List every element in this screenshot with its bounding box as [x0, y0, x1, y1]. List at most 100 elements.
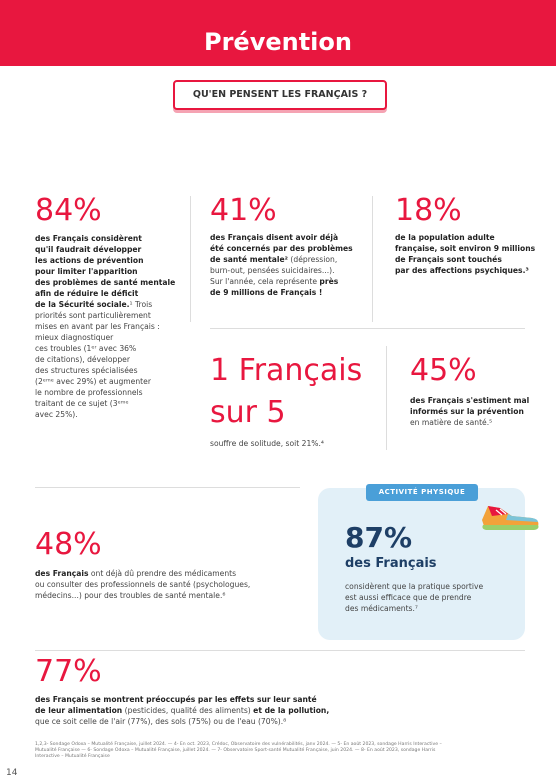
text-line: des médicaments.⁷ [345, 603, 483, 614]
text-line: priorités sont particulièrement [35, 310, 175, 321]
divider [35, 487, 300, 488]
stat-text: souffre de solitude, soit 21%.⁴ [210, 438, 324, 449]
text-line: mises en avant par les Français : [35, 321, 175, 332]
stat-text: considèrent que la pratique sportive est … [345, 581, 483, 614]
shoe-icon [482, 506, 539, 530]
text: mieux diagnostiquer [35, 333, 114, 342]
bold-text: de la population adulte [395, 233, 495, 242]
bold-text: des Français considèrent [35, 234, 142, 243]
text: des médicaments.⁷ [345, 604, 418, 613]
text: (dépression, [288, 255, 338, 264]
text-line: de la Sécurité sociale.¹ Trois [35, 299, 175, 310]
text: avec 25%). [35, 410, 78, 419]
text: burn-out, pensées suicidaires...). [210, 266, 335, 275]
bold-text: de la Sécurité sociale. [35, 300, 130, 309]
divider [35, 650, 525, 651]
text-line: (2ᵉᵐᵉ avec 29%) et augmenter [35, 376, 175, 387]
text-line: que ce soit celle de l'air (77%), des so… [35, 716, 329, 727]
bold-text: de Français sont touchés [395, 255, 502, 264]
divider [372, 196, 373, 322]
text-line: mieux diagnostiquer [35, 332, 175, 343]
text-line: ou consulter des professionnels de santé… [35, 579, 250, 590]
bold-text: près [319, 277, 339, 286]
stat-text: des Français disent avoir déjà été concer… [210, 232, 353, 298]
text: mises en avant par les Français : [35, 322, 160, 331]
bold-text: des Français se montrent préoccupés par … [35, 695, 317, 704]
bold-text: de leur alimentation [35, 706, 123, 715]
header-band [0, 0, 556, 66]
text-line: de leur alimentation (pesticides, qualit… [35, 705, 329, 716]
stat-figure: 45% [410, 353, 477, 388]
bold-text: pour limiter l'apparition [35, 267, 138, 276]
text: considèrent que la pratique sportive [345, 582, 484, 591]
stat-text: de la population adulte française, soit e… [395, 232, 535, 276]
bold-text: des problèmes de santé mentale [35, 278, 176, 287]
text-line: en matière de santé.⁵ [410, 417, 529, 428]
text-line: Mutualité Française — 6- Sondage Odoxa –… [35, 748, 442, 754]
text: de citations), développer [35, 355, 130, 364]
bold-text: les actions de prévention [35, 256, 144, 265]
text-line: des Français considèrent [35, 233, 175, 244]
footnotes: 1,2,3- Sondage Odoxa – Mutualité Françai… [35, 742, 442, 760]
bold-text: et de la pollution, [253, 706, 330, 715]
text: que ce soit celle de l'air (77%), des so… [35, 717, 287, 726]
text-line: burn-out, pensées suicidaires...). [210, 265, 353, 276]
text-line: par des affections psychiques.³ [395, 265, 535, 276]
bold-text: qu'il faudrait développer [35, 245, 142, 254]
stat-text: des Français considèrent qu'il faudrait d… [35, 233, 175, 420]
text-line: été concernés par des problèmes [210, 243, 353, 254]
text: ¹ Trois [129, 300, 153, 309]
stat-text: des Français s'estiment mal informés sur … [410, 395, 529, 428]
text-line: française, soit environ 9 millions [395, 243, 535, 254]
bold-text: française, soit environ 9 millions [395, 244, 536, 253]
page-title: Prévention [204, 28, 352, 56]
stat-text: des Français ont déjà dû prendre des méd… [35, 568, 250, 601]
text: en matière de santé.⁵ [410, 418, 493, 427]
text-line: avec 25%). [35, 409, 175, 420]
stat-figure: 48% [35, 527, 102, 562]
text-line: informés sur la prévention [410, 406, 529, 417]
text-line: est aussi efficace que de prendre [345, 592, 483, 603]
text-line: qu'il faudrait développer [35, 244, 175, 255]
text: ou consulter des professionnels de santé… [35, 580, 251, 589]
text-line: de Français sont touchés [395, 254, 535, 265]
highlight-line: 1 Français [210, 353, 363, 388]
bold-text: des Français s'estiment mal [410, 396, 530, 405]
divider [190, 196, 191, 322]
text-line: les actions de prévention [35, 255, 175, 266]
text-line: de santé mentale² (dépression, [210, 254, 353, 265]
text: priorités sont particulièrement [35, 311, 151, 320]
divider [386, 346, 387, 450]
text-line: médecins...) pour des troubles de santé … [35, 590, 250, 601]
text-line: souffre de solitude, soit 21%.⁴ [210, 438, 324, 449]
stat-figure: 41% [210, 193, 277, 228]
text-line: le nombre de professionnels [35, 387, 175, 398]
text-line: afin de réduire le déficit [35, 288, 175, 299]
bold-text: afin de réduire le déficit [35, 289, 139, 298]
stat-figure: 87% [345, 521, 413, 554]
text-line: pour limiter l'apparition [35, 266, 175, 277]
text-line: des structures spécialisées [35, 365, 175, 376]
text: le nombre de professionnels [35, 388, 143, 397]
divider [210, 328, 525, 329]
stat-figure: 18% [395, 193, 462, 228]
text-line: des Français s'estiment mal [410, 395, 529, 406]
text-line: de 9 millions de Français ! [210, 287, 353, 298]
text: médecins...) pour des troubles de santé … [35, 591, 226, 600]
stat-subject: des Français [345, 556, 437, 571]
activity-tag: ACTIVITÉ PHYSIQUE [366, 484, 478, 501]
text: 1,2,3- Sondage Odoxa – Mutualité Françai… [35, 742, 442, 747]
text-line: des Français ont déjà dû prendre des méd… [35, 568, 250, 579]
text-line: considèrent que la pratique sportive [345, 581, 483, 592]
text-line: Sur l'année, cela représente près [210, 276, 353, 287]
text-line: de la population adulte [395, 232, 535, 243]
text: est aussi efficace que de prendre [345, 593, 472, 602]
text: des structures spécialisées [35, 366, 138, 375]
text-line: Interactive – Mutualité Française [35, 754, 442, 760]
text-line: de citations), développer [35, 354, 175, 365]
text: ces troubles (1ᵉʳ avec 36% [35, 344, 137, 353]
text: Sur l'année, cela représente [210, 277, 320, 286]
text-line: des Français disent avoir déjà [210, 232, 353, 243]
text-line: traitant de ce sujet (3ᵉᵐᵉ [35, 398, 175, 409]
